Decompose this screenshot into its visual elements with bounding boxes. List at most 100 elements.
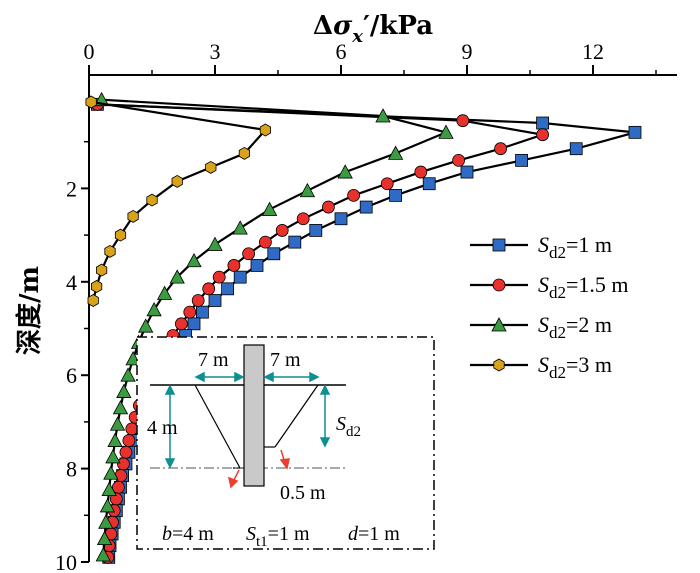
legend-label-s: S — [538, 352, 549, 377]
inset-param-d-rest: =1 m — [358, 523, 400, 545]
data-point-triangle — [112, 400, 129, 415]
legend-marker-hexagon — [493, 358, 505, 372]
data-point-circle — [380, 177, 394, 191]
data-point-triangle — [99, 498, 116, 513]
data-point-circle — [227, 259, 241, 272]
x-tick-label: 0 — [84, 39, 95, 64]
inset-label-sd2-main: S — [336, 413, 346, 435]
data-point-triangle — [261, 201, 278, 216]
data-point-circle — [347, 189, 361, 202]
data-point-triangle — [101, 481, 117, 497]
legend-label-rest: =3 m — [566, 352, 612, 377]
data-point-triangle — [156, 285, 173, 300]
inset-label-gap: 0.5 m — [280, 482, 326, 504]
y-tick-label: 8 — [66, 457, 77, 482]
inset-red-arrow-right-head — [279, 458, 290, 470]
series-line-triangle — [101, 98, 450, 556]
data-point-circle — [456, 114, 470, 128]
data-point-hexagon — [87, 294, 99, 307]
x-tick-label: 6 — [336, 39, 347, 64]
data-point-triangle — [95, 547, 111, 562]
legend-item: Sd2=3 m — [470, 352, 612, 382]
legend-marker-triangle — [491, 317, 507, 332]
data-point-square — [267, 247, 281, 261]
inset-dim-height-arrow-t — [164, 384, 176, 395]
inset-param-b: b=4 m — [162, 523, 214, 545]
data-point-square — [389, 189, 403, 202]
inset-dim-left-arrow-l — [194, 371, 205, 383]
inset-red-arrow-left-head — [227, 476, 239, 489]
legend-label-s: S — [538, 272, 549, 297]
data-point-hexagon — [85, 95, 97, 109]
data-point-circle — [114, 469, 128, 483]
legend-label-rest: =2 m — [566, 312, 612, 337]
data-point-square — [569, 142, 583, 156]
legend-label: Sd2=3 m — [538, 352, 612, 382]
legend-label-rest: =1.5 m — [566, 272, 629, 297]
y-tick-label: 6 — [66, 363, 77, 388]
data-point-circle — [275, 224, 289, 237]
data-point-square — [422, 177, 436, 191]
data-point-circle — [174, 317, 188, 331]
data-point-hexagon — [259, 123, 272, 137]
inset-param-st1-rest: =1 m — [268, 523, 310, 545]
inset-dim-right-arrow-l — [263, 371, 274, 383]
data-point-square — [208, 294, 222, 307]
data-point-circle — [183, 305, 197, 319]
inset-param-st1-main: S — [246, 523, 256, 545]
data-point-hexagon — [114, 228, 127, 242]
data-point-triangle — [116, 383, 132, 398]
x-tick-label: 12 — [582, 39, 604, 64]
x-tick-label: 9 — [462, 39, 473, 64]
legend-marker-circle — [492, 278, 506, 292]
data-point-hexagon — [146, 193, 158, 207]
data-point-hexagon — [96, 263, 108, 277]
data-point-square — [233, 270, 247, 284]
legend-label-s: S — [538, 232, 549, 257]
legend-label-sub: d2 — [549, 283, 566, 302]
data-point-triangle — [299, 182, 316, 198]
x-axis-title-sub: x — [351, 26, 363, 47]
y-tick-label: 10 — [55, 550, 77, 573]
data-point-circle — [191, 294, 205, 307]
data-point-circle — [212, 270, 226, 284]
x-axis-title-rest: ′/kPa — [363, 11, 433, 41]
data-point-circle — [242, 247, 256, 261]
legend-label-sub: d2 — [549, 363, 566, 382]
data-point-triangle — [186, 252, 202, 268]
data-point-hexagon — [104, 244, 116, 258]
data-point-square — [334, 212, 348, 226]
data-point-square — [515, 153, 528, 167]
data-point-triangle — [107, 432, 123, 447]
data-point-circle — [321, 200, 335, 214]
legend-label-rest: =1 m — [566, 232, 612, 257]
inset-label-sd2: Sd2 — [336, 413, 361, 440]
data-point-triangle — [125, 351, 141, 366]
data-point-triangle — [438, 124, 454, 139]
inset-dim-height-arrow-b — [164, 458, 176, 469]
y-tick-label: 2 — [66, 176, 77, 201]
y-tick-label: 4 — [66, 270, 77, 295]
data-point-circle — [452, 153, 466, 167]
data-point-triangle — [103, 465, 119, 480]
data-point-triangle — [138, 318, 154, 333]
data-point-circle — [125, 422, 139, 436]
inset-label-right-width: 7 m — [270, 349, 301, 371]
inset-param-st1: St1=1 m — [246, 523, 310, 550]
data-point-triangle — [232, 220, 248, 235]
data-point-triangle — [98, 514, 114, 529]
series-line-hexagon — [90, 100, 268, 301]
data-point-circle — [414, 165, 428, 179]
data-point-square — [221, 282, 235, 296]
data-point-triangle — [375, 108, 391, 123]
data-point-hexagon — [205, 160, 217, 174]
data-point-triangle — [109, 416, 126, 431]
legend-label-s: S — [538, 312, 549, 337]
data-point-square — [359, 200, 373, 214]
data-point-circle — [258, 235, 272, 249]
legend-label-sub: d2 — [549, 323, 566, 342]
inset-label-left-width: 7 m — [198, 349, 229, 371]
inset-dim-sd2-arrow-t — [319, 384, 331, 395]
